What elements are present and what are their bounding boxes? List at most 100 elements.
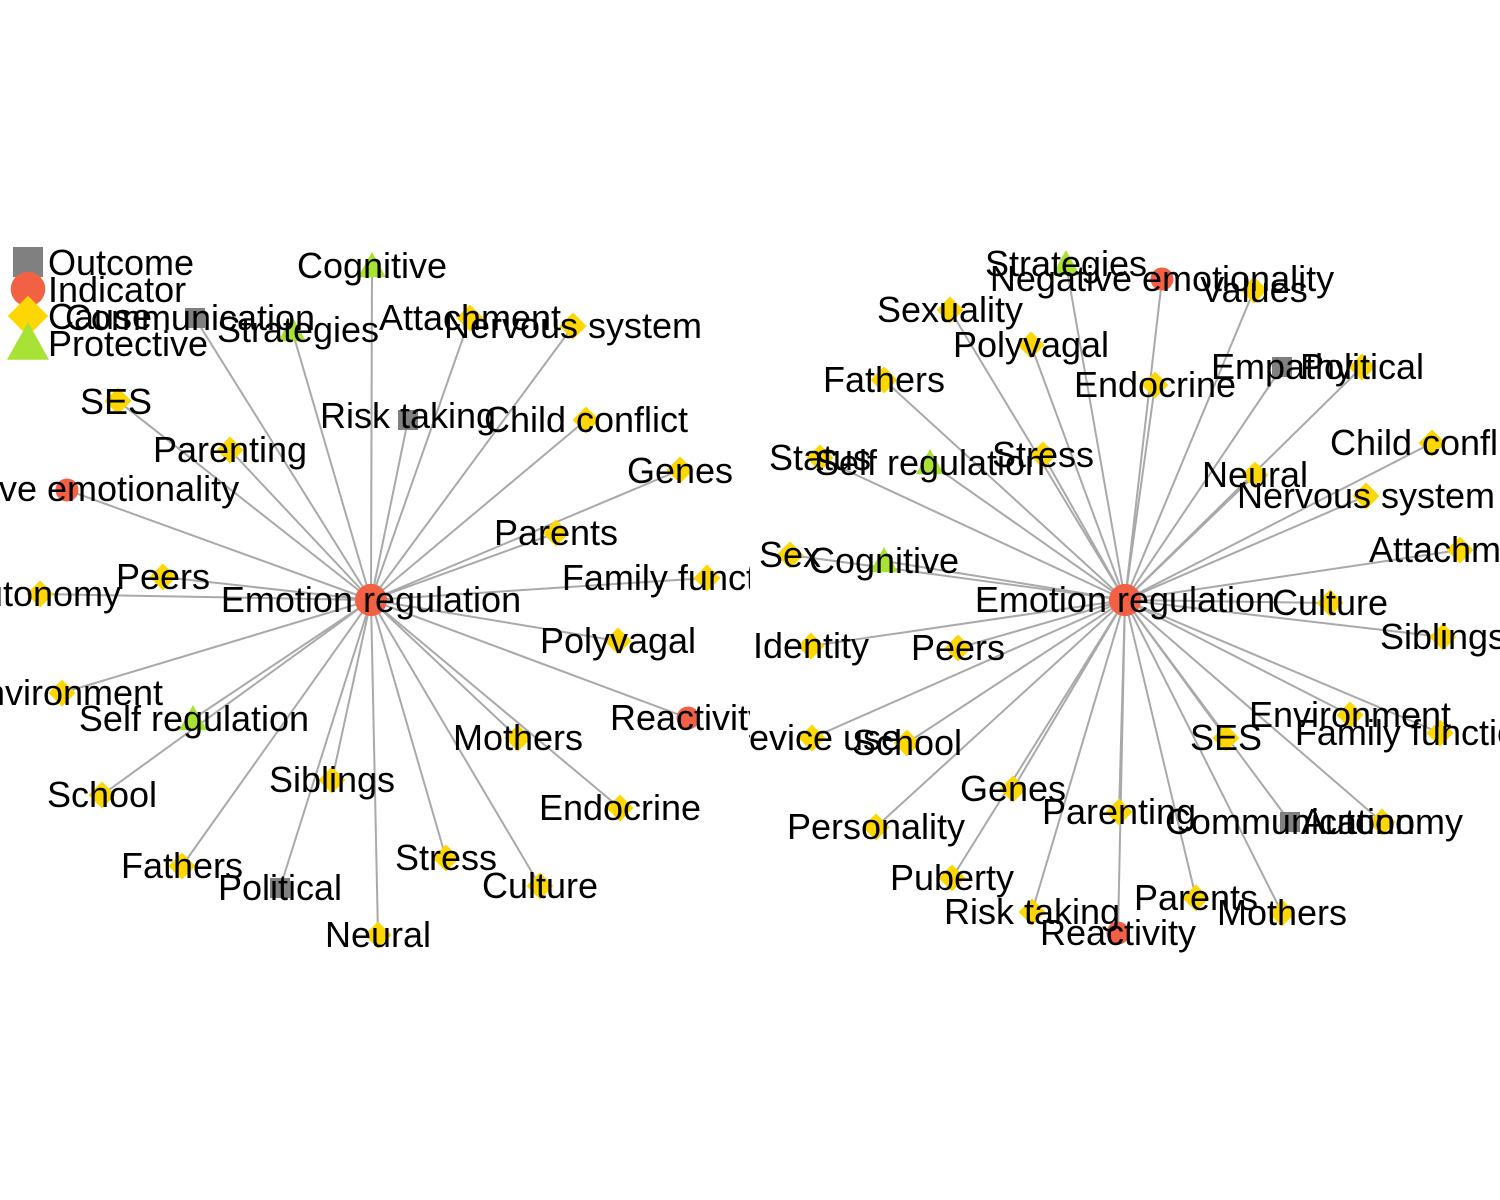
left-node-fathers-label: Fathers <box>121 845 243 886</box>
right-node-polyvagal-label: Polyvagal <box>953 324 1109 365</box>
right-node-environment-symbol <box>1336 701 1364 729</box>
right-node-autonomy-symbol <box>1368 808 1396 836</box>
right-node-strategies-label: Strategies <box>985 243 1147 284</box>
left-edge-attachment <box>370 317 471 601</box>
left-node-communication-symbol <box>185 308 205 328</box>
right-node-cognitive-symbol <box>870 547 898 573</box>
right-node-nervous-system-symbol <box>1352 482 1380 510</box>
right-node-parenting-symbol <box>1105 798 1133 826</box>
legend-protective-label: Protective <box>48 323 208 364</box>
right-edge-child-conflict <box>1124 442 1433 601</box>
left-node-child-conflict-label: Child conflict <box>484 399 688 440</box>
right-node-ses-label: SES <box>1190 717 1262 758</box>
right-node-polyvagal-symbol <box>1017 331 1045 359</box>
left-node-cognitive-symbol <box>358 252 386 278</box>
left-edge-parents <box>370 532 557 601</box>
right-node-self-regulation-label: Self regulation <box>815 442 1045 483</box>
right-edge-empathy <box>1124 366 1283 601</box>
left-node-neural-label: Neural <box>325 914 431 955</box>
right-node-puberty-label: Puberty <box>890 857 1014 898</box>
left-network-edges <box>39 265 708 936</box>
right-edge-parents <box>1124 599 1197 899</box>
left-edge-risk-taking <box>370 419 409 601</box>
left-node-endocrine-label: Endocrine <box>539 787 701 828</box>
right-node-attachment-label: Attachment <box>1369 529 1500 570</box>
left-node-genes-label: Genes <box>627 450 733 491</box>
right-node-stress-label: Stress <box>992 434 1094 475</box>
right-node-personality-symbol <box>862 813 890 841</box>
right-node-political-symbol <box>1348 353 1376 381</box>
left-node-attachment-label: Attachment <box>379 297 561 338</box>
left-edge-autonomy <box>39 593 372 601</box>
right-node-mothers-symbol <box>1268 899 1296 927</box>
left-node-reactivity-label: Reactivity <box>610 697 766 738</box>
right-edge-culture <box>1124 599 1331 604</box>
right-node-values-symbol <box>1240 276 1268 304</box>
left-node-stress-label: Stress <box>395 837 497 878</box>
left-node-siblings-label: Siblings <box>269 759 395 800</box>
left-edge-child-conflict <box>370 419 587 601</box>
right-center-node-label: Emotion regulation <box>975 579 1275 620</box>
left-node-strategies-symbol <box>278 316 306 342</box>
left-edge-stress <box>370 599 447 859</box>
left-edge-genes <box>370 469 681 601</box>
left-node-endocrine-symbol <box>606 794 634 822</box>
right-node-risk-taking-symbol <box>1018 898 1046 926</box>
left-edge-ses <box>117 400 372 601</box>
right-node-empathy-label: Empathy <box>1211 346 1353 387</box>
right-node-fathers-symbol <box>870 366 898 394</box>
left-edge-school <box>101 599 372 796</box>
legend-indicator-symbol <box>10 271 46 307</box>
right-node-status-label: Status <box>769 437 871 478</box>
left-node-cognitive-label: Cognitive <box>297 245 447 286</box>
left-edge-neural <box>370 599 379 936</box>
legend-cause-symbol <box>7 295 49 337</box>
right-node-parents-symbol <box>1182 884 1210 912</box>
left-edge-negative-emotionality <box>66 489 372 601</box>
right-node-family-functioning-label: Family functioning <box>1295 712 1500 753</box>
right-edge-risk-taking <box>1031 599 1126 913</box>
left-node-school-symbol <box>88 781 116 809</box>
right-node-peers-label: Peers <box>911 627 1005 668</box>
right-edge-communication <box>1124 599 1291 823</box>
right-edge-school <box>906 599 1126 744</box>
left-center-node-label: Emotion regulation <box>221 579 521 620</box>
right-node-parents-label: Parents <box>1134 877 1258 918</box>
right-node-reactivity-label: Reactivity <box>1040 912 1196 953</box>
right-edge-nervous-system <box>1124 495 1367 601</box>
right-edge-siblings <box>1124 599 1444 638</box>
right-center-node-symbol <box>1108 583 1142 617</box>
left-edge-mothers <box>370 599 519 739</box>
legend-cause-label: Cause <box>48 296 152 337</box>
left-node-self-regulation-symbol <box>179 705 207 731</box>
right-node-child-conflict-label: Child conflict <box>1330 422 1500 463</box>
left-node-parents-symbol <box>542 519 570 547</box>
right-edge-cognitive <box>883 560 1126 601</box>
right-node-environment-label: Environment <box>1249 694 1451 735</box>
left-edge-self-regulation <box>192 599 372 720</box>
legend-protective-symbol <box>7 322 49 360</box>
left-node-school-label: School <box>47 774 157 815</box>
right-node-fathers-label: Fathers <box>823 359 945 400</box>
left-node-siblings-symbol <box>318 766 346 794</box>
right-edge-attachment <box>1124 549 1461 601</box>
right-node-political-label: Political <box>1300 346 1424 387</box>
left-node-parents-label: Parents <box>494 512 618 553</box>
right-edge-environment <box>1124 599 1351 716</box>
left-node-environment-symbol <box>48 679 76 707</box>
left-node-child-conflict-symbol <box>572 406 600 434</box>
right-node-values-label: Values <box>1200 269 1307 310</box>
right-node-autonomy-label: Autonomy <box>1301 801 1463 842</box>
left-edge-nervous-system <box>370 325 574 601</box>
right-node-attachment-symbol <box>1446 536 1474 564</box>
right-edge-device-use <box>811 599 1126 739</box>
left-edge-fathers <box>181 599 372 867</box>
left-node-environment-label: Environment <box>0 672 163 713</box>
right-node-neural-label: Neural <box>1202 454 1308 495</box>
left-node-risk-taking-symbol <box>398 410 418 430</box>
